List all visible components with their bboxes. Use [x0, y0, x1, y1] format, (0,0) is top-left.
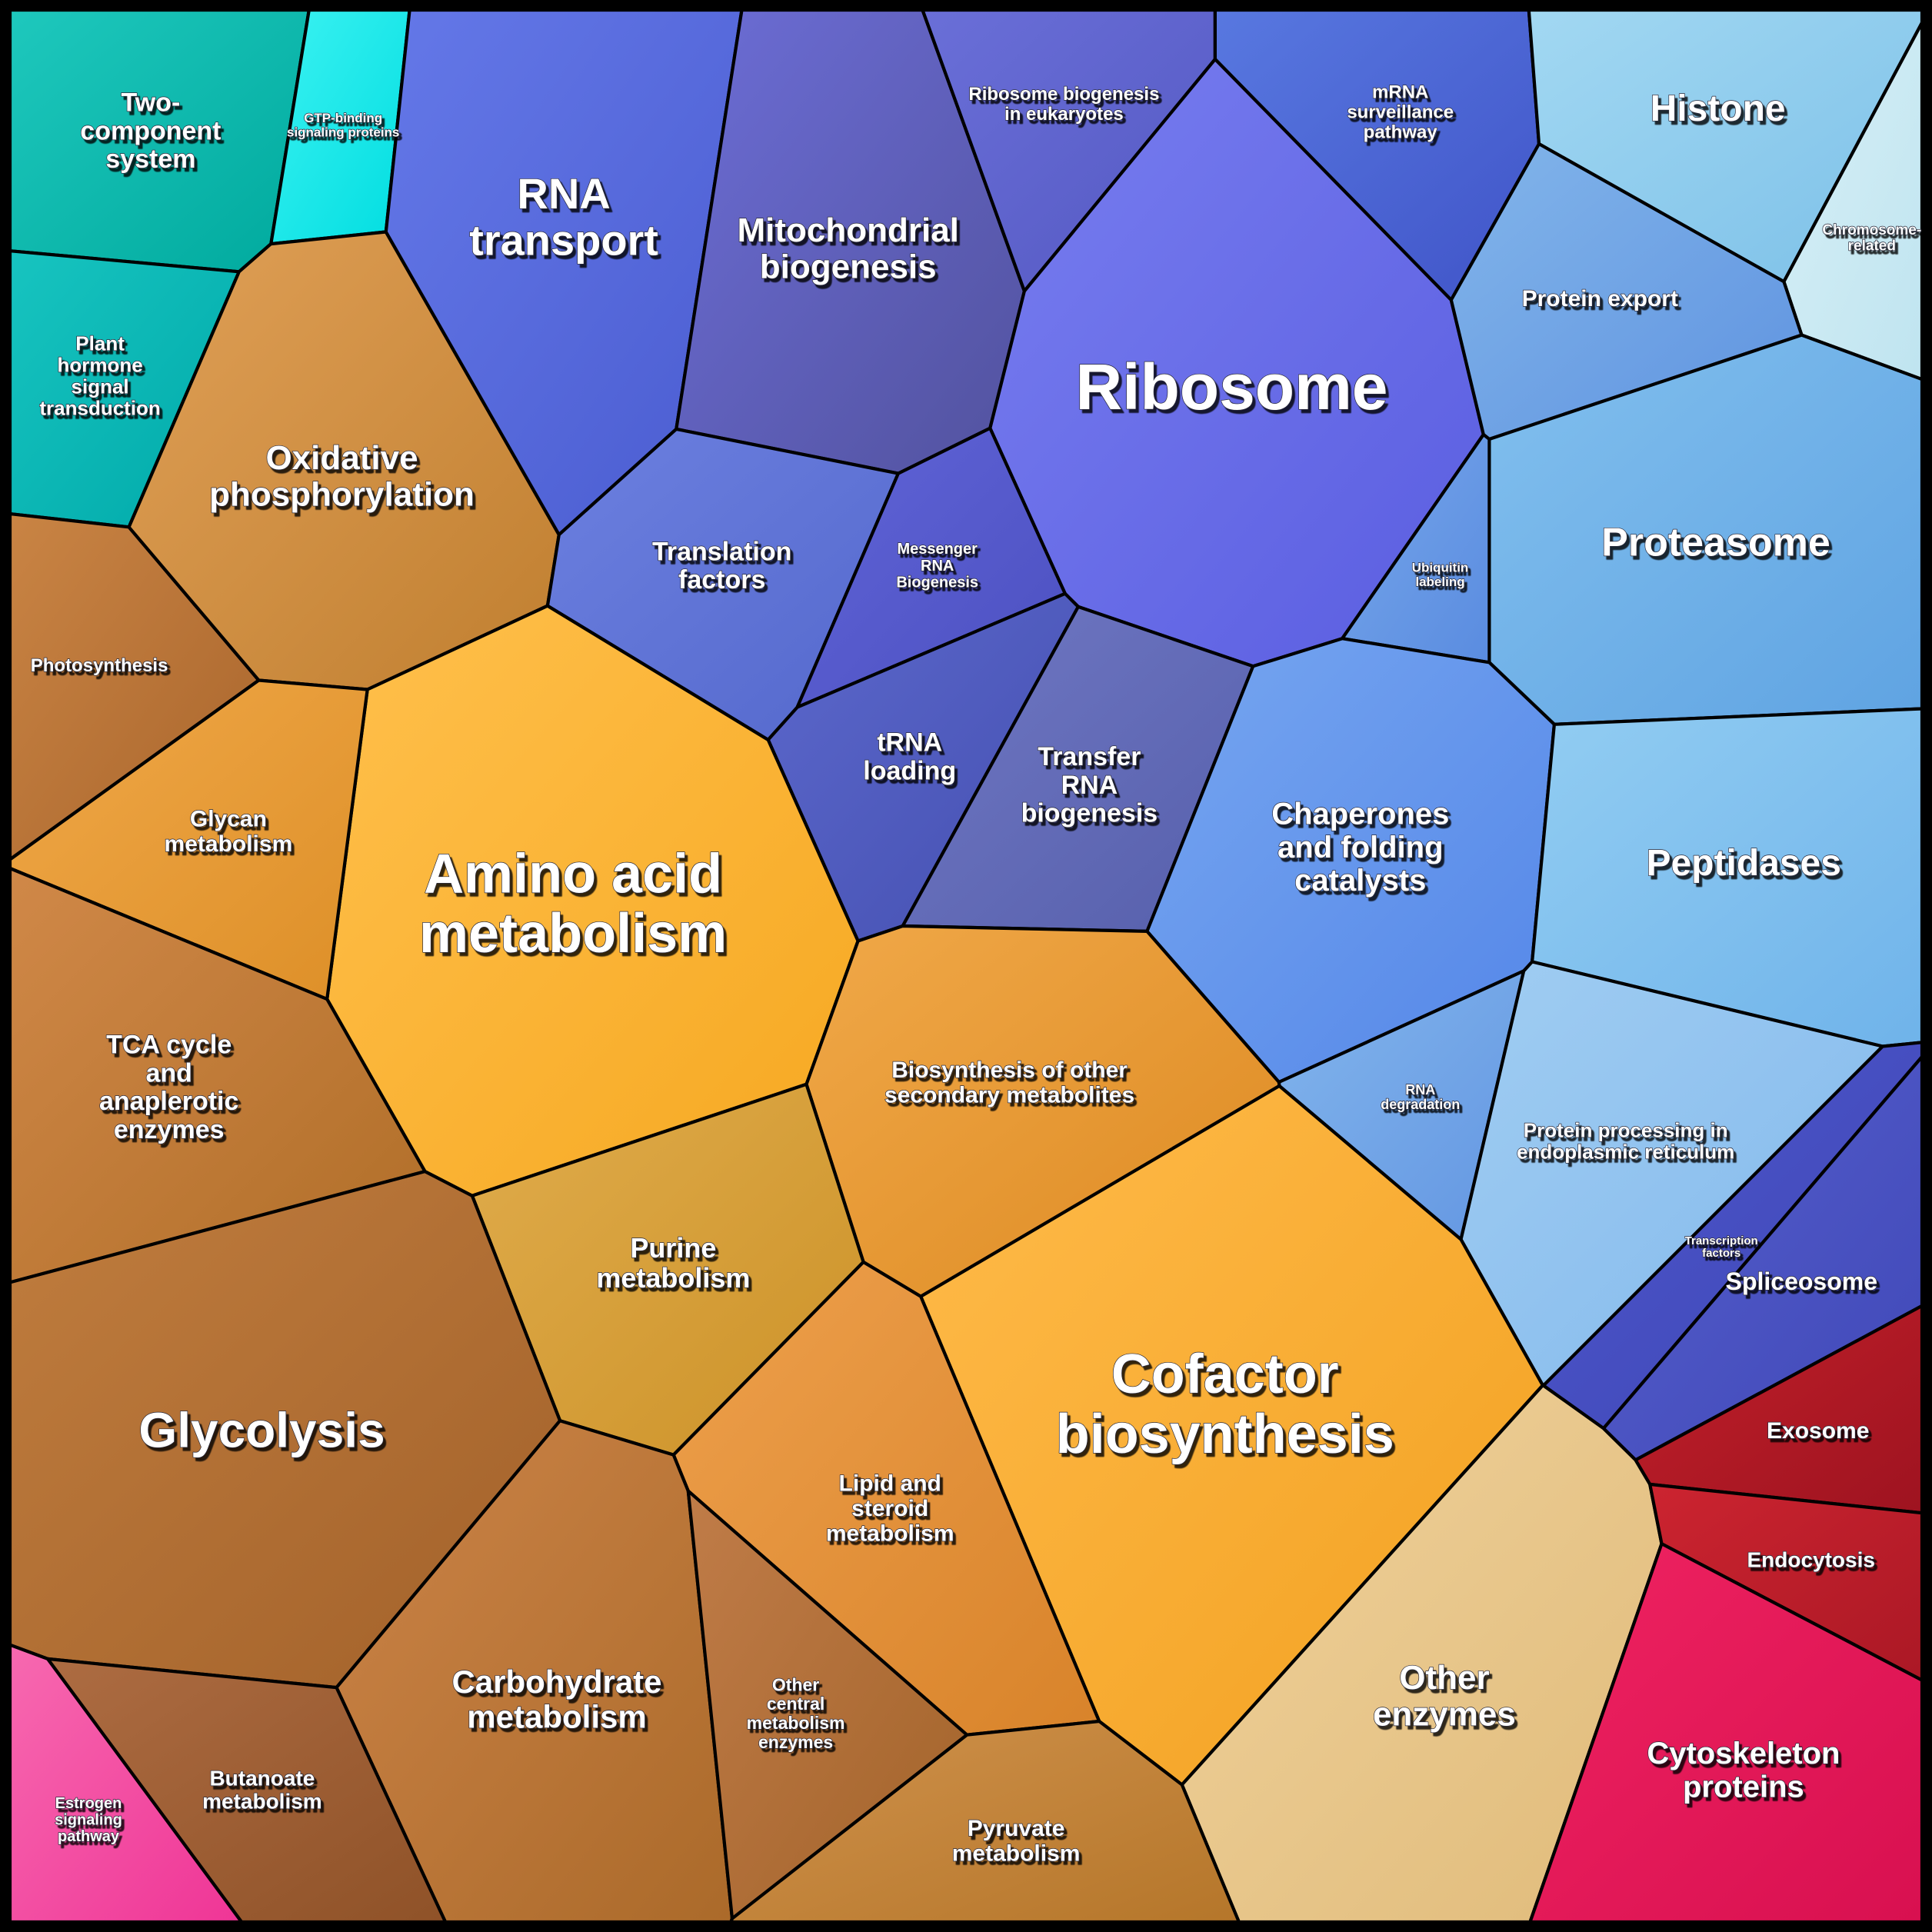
- svg-text:Glycolysis: Glycolysis: [138, 1402, 385, 1457]
- svg-text:Spliceosome: Spliceosome: [1726, 1268, 1877, 1296]
- svg-text:Histone: Histone: [1651, 88, 1786, 128]
- svg-text:Peptidases: Peptidases: [1646, 842, 1840, 883]
- svg-text:Photosynthesis: Photosynthesis: [31, 655, 168, 676]
- svg-text:Protein export: Protein export: [1522, 286, 1678, 311]
- svg-text:Proteasome: Proteasome: [1601, 520, 1830, 565]
- svg-text:Exosome: Exosome: [1767, 1418, 1869, 1444]
- svg-text:Endocytosis: Endocytosis: [1747, 1548, 1874, 1572]
- svg-text:Ribosome: Ribosome: [1075, 351, 1387, 423]
